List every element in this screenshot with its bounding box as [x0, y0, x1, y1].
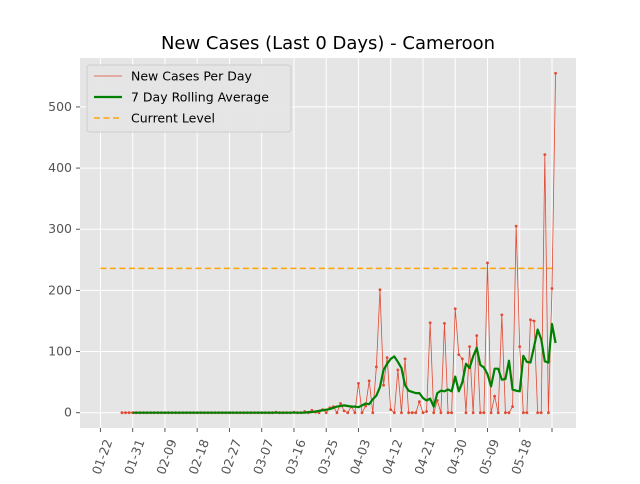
daily-cases-point — [414, 411, 418, 415]
x-tick-label: 01-31 — [121, 437, 148, 476]
x-tick-label: 03-07 — [250, 437, 277, 476]
daily-cases-point — [120, 411, 124, 415]
legend-rolling-label: 7 Day Rolling Average — [131, 90, 269, 105]
daily-cases-point — [396, 368, 400, 372]
daily-cases-point — [364, 404, 368, 408]
chart-title: New Cases (Last 0 Days) - Cameroon — [161, 33, 495, 54]
daily-cases-point — [382, 383, 385, 387]
daily-cases-point — [489, 411, 493, 415]
daily-cases-point — [457, 353, 461, 357]
daily-cases-point — [324, 411, 328, 415]
daily-cases-point — [410, 411, 414, 415]
x-tick-label: 04-03 — [347, 437, 374, 476]
y-tick-label: 0 — [64, 405, 72, 420]
series-layer — [100, 71, 557, 415]
daily-cases-point — [425, 410, 428, 413]
y-tick-label: 300 — [48, 221, 72, 236]
daily-cases-point — [335, 411, 339, 415]
daily-cases-point — [374, 365, 378, 369]
daily-cases-point — [532, 319, 536, 323]
daily-cases-point — [443, 322, 446, 325]
daily-cases-point — [503, 411, 507, 415]
x-tick-label: 05-09 — [476, 437, 503, 476]
x-tick-label: 02-27 — [218, 437, 245, 476]
daily-cases-point — [493, 394, 497, 398]
daily-cases-point — [475, 334, 479, 338]
legend-box — [86, 64, 292, 133]
daily-cases-point — [536, 411, 540, 415]
daily-cases-point — [389, 408, 393, 412]
x-tick-label: 04-12 — [379, 437, 406, 476]
daily-cases-point — [353, 411, 357, 415]
daily-cases-point — [500, 313, 504, 317]
daily-cases-point — [417, 400, 421, 404]
daily-cases-point — [507, 411, 511, 415]
daily-cases-point — [439, 411, 443, 415]
daily-cases-point — [360, 411, 364, 415]
daily-cases-point — [525, 411, 529, 415]
legend-daily-label: New Cases Per Day — [131, 69, 252, 84]
daily-cases-point — [342, 409, 346, 413]
daily-cases-point — [446, 411, 450, 415]
y-tick-label: 500 — [48, 99, 72, 114]
daily-cases-point — [450, 411, 454, 415]
daily-cases-point — [529, 318, 532, 322]
daily-cases-point — [371, 411, 375, 415]
x-tick-label: 03-16 — [282, 437, 309, 476]
legend-current-label: Current Level — [131, 111, 215, 126]
daily-cases-point — [339, 402, 342, 405]
daily-cases-point — [400, 411, 403, 415]
daily-cases-point — [550, 287, 554, 290]
daily-cases-point — [428, 321, 432, 325]
daily-cases-point — [346, 411, 350, 415]
daily-cases-point — [496, 411, 500, 415]
daily-cases-point — [453, 307, 457, 311]
daily-cases-point — [432, 411, 436, 415]
daily-cases-point — [124, 411, 127, 415]
daily-cases-point — [521, 411, 525, 415]
daily-cases-point — [478, 411, 482, 415]
y-tick-label: 200 — [48, 282, 72, 297]
daily-cases-point — [547, 411, 550, 415]
daily-cases-point — [407, 411, 411, 415]
daily-cases-point — [482, 411, 486, 415]
daily-cases-point — [468, 345, 471, 349]
daily-cases-point — [385, 356, 389, 360]
daily-cases-point — [486, 261, 489, 265]
daily-cases-point — [378, 288, 382, 292]
x-tick-label: 01-22 — [89, 437, 116, 476]
x-tick-label: 04-21 — [411, 437, 438, 476]
daily-cases-point — [511, 405, 514, 408]
daily-cases-point — [460, 357, 464, 361]
x-tick-label: 02-09 — [153, 437, 180, 476]
daily-cases-point — [554, 71, 557, 75]
daily-cases-point — [392, 411, 396, 415]
x-tick-label: 02-18 — [186, 437, 213, 476]
daily-cases-point — [471, 411, 475, 415]
y-tick-label: 400 — [48, 160, 72, 175]
daily-cases-point — [514, 224, 518, 228]
rolling-average-line — [132, 322, 557, 414]
daily-cases-point — [357, 381, 360, 385]
x-tick-label: 04-30 — [444, 437, 471, 476]
y-tick-label: 100 — [48, 344, 72, 359]
daily-cases-point — [543, 153, 547, 157]
daily-cases-point — [539, 411, 543, 415]
daily-cases-point — [127, 411, 131, 415]
x-tick-label: 03-25 — [315, 437, 342, 476]
daily-cases-point — [367, 379, 371, 383]
daily-cases-point — [518, 345, 522, 349]
x-tick-label: 05-18 — [508, 437, 535, 476]
daily-cases-point — [464, 411, 468, 415]
daily-cases-point — [421, 411, 425, 415]
daily-cases-point — [403, 357, 407, 361]
legend: New Cases Per Day 7 Day Rolling Average Cu… — [86, 64, 292, 133]
